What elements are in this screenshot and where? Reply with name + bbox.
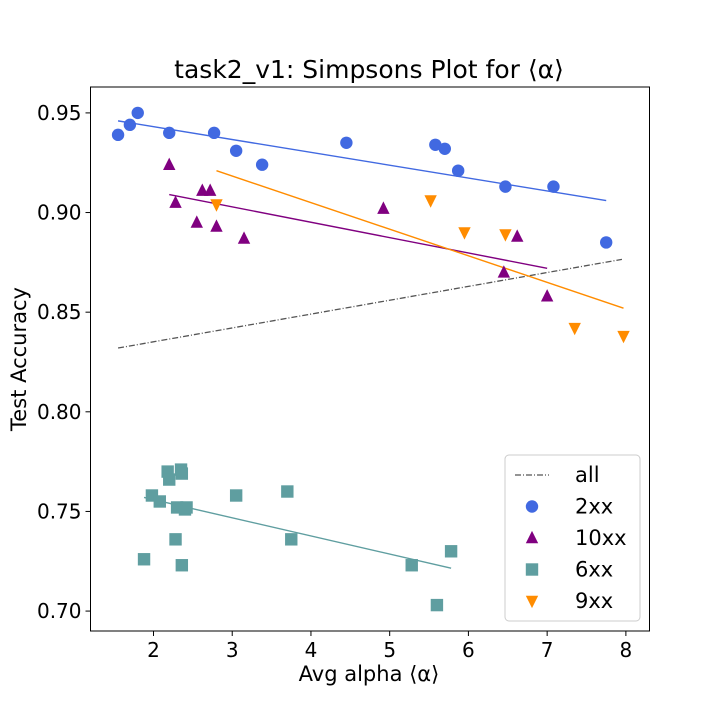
point-6xx <box>175 467 189 480</box>
point-6xx <box>153 495 166 508</box>
point-6xx <box>405 559 418 572</box>
x-tick-label: 6 <box>462 638 475 662</box>
point-9xx <box>568 322 581 336</box>
plot-area <box>111 106 630 612</box>
point-10xx <box>210 219 223 232</box>
point-2xx <box>131 106 144 120</box>
point-6xx <box>180 501 193 514</box>
legend-symbol-2xx <box>525 500 539 513</box>
point-6xx <box>175 559 189 572</box>
point-6xx <box>444 545 458 558</box>
point-6xx <box>163 473 176 486</box>
x-tick-label: 4 <box>305 638 318 662</box>
x-tick-label: 7 <box>541 638 554 662</box>
legend-label-2xx: 2xx <box>575 495 613 519</box>
point-2xx <box>255 158 269 171</box>
series-10xx <box>163 157 554 302</box>
point-2xx <box>111 128 125 142</box>
legend: all 2xx 10xx 6xx 9xx <box>504 454 641 622</box>
point-10xx <box>237 231 251 244</box>
point-10xx <box>511 229 524 242</box>
x-tick-label: 5 <box>383 638 396 662</box>
legend-symbol-6xx <box>525 563 539 576</box>
point-6xx <box>281 485 294 498</box>
point-10xx <box>203 183 217 196</box>
point-2xx <box>429 138 442 151</box>
fit-line-2xx <box>117 120 607 202</box>
x-axis-label: Avg alpha ⟨α⟩ <box>299 662 440 686</box>
x-tick-label: 3 <box>226 638 239 662</box>
point-10xx <box>169 195 182 208</box>
point-6xx <box>229 489 243 502</box>
point-10xx <box>190 215 203 228</box>
point-10xx <box>163 157 176 170</box>
point-10xx <box>497 265 511 278</box>
series-6xx <box>137 463 458 612</box>
point-2xx <box>340 136 353 149</box>
fit-line-6xx <box>143 496 452 569</box>
point-2xx <box>599 236 613 249</box>
point-10xx <box>377 201 390 214</box>
point-2xx <box>451 164 465 177</box>
y-tick-label: 0.95 <box>37 101 82 125</box>
point-2xx <box>499 180 512 193</box>
legend-label-9xx: 9xx <box>575 589 613 613</box>
legend-label-6xx: 6xx <box>575 558 613 582</box>
legend-label-all: all <box>575 463 600 487</box>
y-tick-label: 0.85 <box>37 300 82 324</box>
point-6xx <box>430 598 444 612</box>
y-tick-label: 0.80 <box>37 400 82 424</box>
point-2xx <box>438 142 451 155</box>
y-axis-ticks: 0.70 0.75 0.80 0.85 0.90 0.95 <box>37 101 91 623</box>
point-2xx <box>163 126 176 140</box>
fit-line-all <box>117 258 623 349</box>
point-2xx <box>123 118 137 132</box>
x-tick-label: 2 <box>147 638 160 662</box>
point-9xx <box>499 229 512 242</box>
point-6xx <box>169 533 182 546</box>
point-9xx <box>210 199 223 212</box>
series-9xx <box>210 195 630 344</box>
chart-title: task2_v1: Simpsons Plot for ⟨α⟩ <box>174 55 564 84</box>
point-6xx <box>137 553 151 566</box>
point-10xx <box>196 183 209 196</box>
point-2xx <box>547 180 560 193</box>
point-9xx <box>458 227 471 240</box>
point-6xx <box>285 533 298 546</box>
y-tick-label: 0.75 <box>37 499 82 523</box>
point-9xx <box>424 195 437 208</box>
y-tick-label: 0.70 <box>37 599 82 623</box>
fit-line-9xx <box>216 170 624 309</box>
legend-symbol-10xx <box>525 530 539 544</box>
series-2xx <box>111 106 613 249</box>
point-2xx <box>207 126 221 140</box>
x-axis-ticks: 2 3 4 5 6 7 8 <box>147 631 632 662</box>
legend-symbol-9xx <box>525 595 539 609</box>
axes-frame <box>90 86 650 632</box>
legend-box <box>504 454 641 622</box>
point-9xx <box>617 330 630 344</box>
legend-label-10xx: 10xx <box>575 526 627 550</box>
point-10xx <box>540 289 554 302</box>
point-2xx <box>229 144 243 157</box>
x-tick-label: 8 <box>620 638 633 662</box>
y-axis-label: Test Accuracy <box>7 287 31 432</box>
y-tick-label: 0.90 <box>37 201 82 225</box>
fit-line-10xx <box>169 193 548 270</box>
